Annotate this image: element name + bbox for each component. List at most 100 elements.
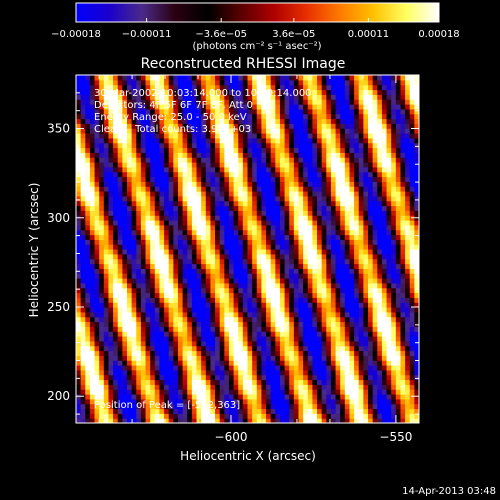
- heatmap-cell: [164, 133, 170, 139]
- heatmap-cell: [219, 224, 225, 231]
- heatmap-cell: [326, 326, 332, 332]
- heatmap-cell: [391, 331, 397, 337]
- heatmap-cell: [99, 128, 105, 134]
- heatmap-cell: [80, 239, 86, 245]
- heatmap-cell: [164, 413, 170, 419]
- heatmap-cell: [363, 374, 369, 381]
- heatmap-cell: [150, 157, 156, 163]
- heatmap-cell: [76, 413, 82, 419]
- heatmap-cell: [270, 273, 276, 279]
- heatmap-cell: [187, 104, 193, 110]
- heatmap-cell: [150, 123, 156, 129]
- heatmap-cell: [363, 186, 369, 192]
- heatmap-cell: [395, 321, 402, 327]
- heatmap-cell: [372, 123, 378, 129]
- heatmap-cell: [205, 287, 212, 294]
- heatmap-cell: [99, 282, 105, 289]
- heatmap-cell: [335, 413, 341, 419]
- heatmap-cell: [247, 263, 253, 269]
- heatmap-cell: [140, 311, 147, 318]
- heatmap-cell: [372, 418, 378, 423]
- heatmap-cell: [108, 191, 114, 197]
- heatmap-cell: [215, 398, 221, 405]
- heatmap-cell: [405, 355, 411, 361]
- heatmap-cell: [326, 234, 332, 240]
- heatmap-cell: [150, 263, 156, 269]
- heatmap-cell: [210, 278, 216, 284]
- heatmap-cell: [113, 389, 119, 395]
- heatmap-cell: [113, 403, 119, 410]
- heatmap-cell: [381, 355, 388, 361]
- heatmap-cell: [140, 418, 147, 423]
- heatmap-cell: [409, 350, 415, 356]
- heatmap-cell: [326, 239, 332, 245]
- heatmap-cell: [261, 108, 267, 115]
- heatmap-cell: [228, 224, 235, 231]
- heatmap-cell: [358, 234, 364, 240]
- heatmap-cell: [317, 137, 323, 144]
- heatmap-cell: [303, 191, 309, 197]
- heatmap-cell: [224, 263, 230, 269]
- heatmap-cell: [368, 258, 374, 265]
- heatmap-cell: [391, 234, 397, 240]
- heatmap-cell: [293, 152, 300, 158]
- heatmap-cell: [344, 278, 351, 284]
- heatmap-cell: [187, 403, 193, 410]
- heatmap-cell: [159, 316, 165, 323]
- heatmap-cell: [400, 162, 406, 168]
- heatmap-cell: [279, 331, 286, 337]
- heatmap-cell: [275, 389, 281, 395]
- heatmap-cell: [381, 205, 388, 211]
- heatmap-cell: [140, 258, 147, 265]
- heatmap-cell: [238, 389, 244, 395]
- heatmap-cell: [145, 128, 151, 134]
- heatmap-cell: [395, 418, 402, 423]
- heatmap-cell: [159, 215, 165, 221]
- heatmap-cell: [326, 205, 332, 211]
- heatmap-cell: [303, 108, 309, 115]
- heatmap-cell: [349, 394, 355, 400]
- heatmap-cell: [330, 108, 337, 115]
- heatmap-cell: [154, 210, 161, 216]
- heatmap-cell: [173, 210, 179, 216]
- heatmap-cell: [312, 128, 318, 134]
- heatmap-cell: [349, 418, 355, 423]
- heatmap-cell: [326, 229, 332, 236]
- heatmap-cell: [103, 176, 110, 182]
- heatmap-cell: [414, 258, 419, 265]
- heatmap-cell: [117, 331, 123, 337]
- heatmap-cell: [405, 350, 411, 356]
- heatmap-cell: [80, 340, 86, 347]
- heatmap-cell: [89, 191, 96, 197]
- heatmap-cell: [307, 215, 313, 221]
- heatmap-cell: [94, 123, 100, 129]
- heatmap-cell: [381, 176, 388, 182]
- heatmap-cell: [307, 253, 313, 260]
- heatmap-cell: [261, 403, 267, 410]
- heatmap-cell: [117, 147, 123, 153]
- heatmap-cell: [321, 137, 327, 144]
- heatmap-cell: [99, 220, 105, 226]
- heatmap-cell: [335, 273, 341, 279]
- heatmap-cell: [289, 394, 295, 400]
- heatmap-cell: [321, 326, 327, 332]
- heatmap-cell: [219, 311, 225, 318]
- heatmap-cell: [275, 113, 281, 120]
- heatmap-cell: [215, 181, 221, 187]
- heatmap-cell: [117, 215, 123, 221]
- heatmap-cell: [344, 215, 351, 221]
- heatmap-cell: [173, 336, 179, 342]
- heatmap-cell: [409, 200, 415, 207]
- heatmap-cell: [377, 229, 383, 236]
- heatmap-cell: [400, 350, 406, 356]
- heatmap-cell: [187, 302, 193, 308]
- heatmap-cell: [363, 133, 369, 139]
- heatmap-cell: [298, 239, 304, 245]
- heatmap-cell: [409, 99, 415, 105]
- heatmap-cell: [131, 292, 137, 298]
- heatmap-cell: [317, 133, 323, 139]
- heatmap-cell: [205, 229, 212, 236]
- heatmap-cell: [191, 321, 198, 327]
- heatmap-cell: [354, 418, 360, 423]
- heatmap-cell: [122, 292, 128, 298]
